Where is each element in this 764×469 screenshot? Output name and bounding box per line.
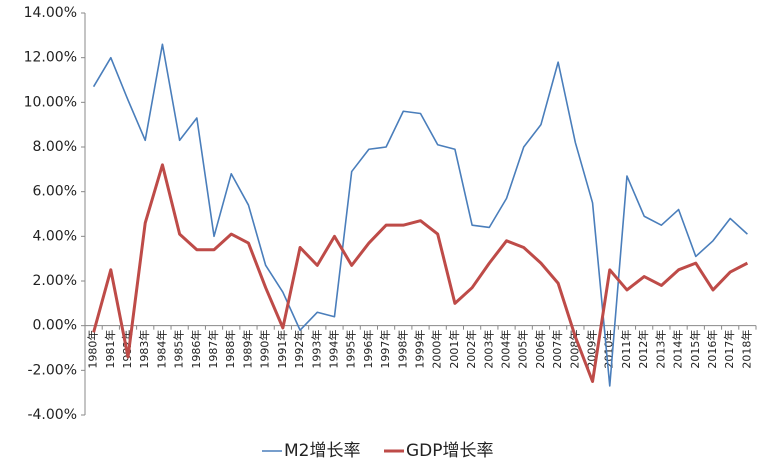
y-tick-label: 10.00% [24, 94, 77, 110]
x-tick-label: 1980年 [86, 330, 100, 369]
y-tick-label: 6.00% [33, 184, 77, 200]
x-tick-label: 2003年 [481, 330, 495, 369]
y-tick-label: 4.00% [33, 228, 77, 244]
x-tick-label: 1996年 [361, 330, 375, 369]
x-tick-label: 2014年 [671, 330, 685, 369]
x-tick-label: 1984年 [154, 330, 168, 369]
x-tick-label: 2007年 [550, 330, 564, 369]
x-tick-label: 2001年 [447, 330, 461, 369]
x-tick-label: 2015年 [688, 330, 702, 369]
series-line [92, 163, 749, 383]
x-tick-label: 2013年 [653, 330, 667, 369]
y-tick-label: 14.00% [24, 5, 77, 21]
y-tick-label: -4.00% [27, 407, 77, 423]
series-line [92, 43, 748, 387]
y-tick-label: -2.00% [27, 362, 77, 378]
x-tick-label: 2006年 [533, 330, 547, 369]
y-tick-label: 8.00% [33, 139, 77, 155]
x-tick-label: 1981年 [103, 330, 117, 369]
x-tick-label: 2018年 [739, 330, 753, 369]
x-tick-label: 2011年 [619, 330, 633, 369]
y-tick-label: 12.00% [24, 50, 77, 66]
x-tick-label: 1985年 [172, 330, 186, 369]
x-tick-label: 1997年 [378, 330, 392, 369]
y-tick-label: 0.00% [33, 318, 77, 334]
x-tick-label: 2004年 [499, 330, 513, 369]
x-tick-label: 1995年 [344, 330, 358, 369]
x-tick-label: 2012年 [636, 330, 650, 369]
x-tick-label: 1994年 [326, 330, 340, 369]
x-tick-label: 2005年 [516, 330, 530, 369]
x-tick-label: 1999年 [413, 330, 427, 369]
legend-label: M2增长率 [284, 441, 360, 461]
x-tick-label: 1988年 [223, 330, 237, 369]
y-tick-label: 2.00% [33, 273, 77, 289]
x-tick-label: 1989年 [240, 330, 254, 369]
x-tick-label: 2016年 [705, 330, 719, 369]
x-tick-label: 1983年 [137, 330, 151, 369]
x-tick-label: 2017年 [722, 330, 736, 369]
x-tick-label: 1998年 [395, 330, 409, 369]
x-tick-label: 2002年 [464, 330, 478, 369]
x-tick-label: 2000年 [430, 330, 444, 369]
x-tick-label: 1990年 [258, 330, 272, 369]
x-tick-label: 1986年 [189, 330, 203, 369]
x-tick-label: 1991年 [275, 330, 289, 369]
x-tick-label: 1993年 [309, 330, 323, 369]
x-tick-label: 1987年 [206, 330, 220, 369]
x-tick-label: 1992年 [292, 330, 306, 369]
legend-label: GDP增长率 [406, 441, 494, 461]
